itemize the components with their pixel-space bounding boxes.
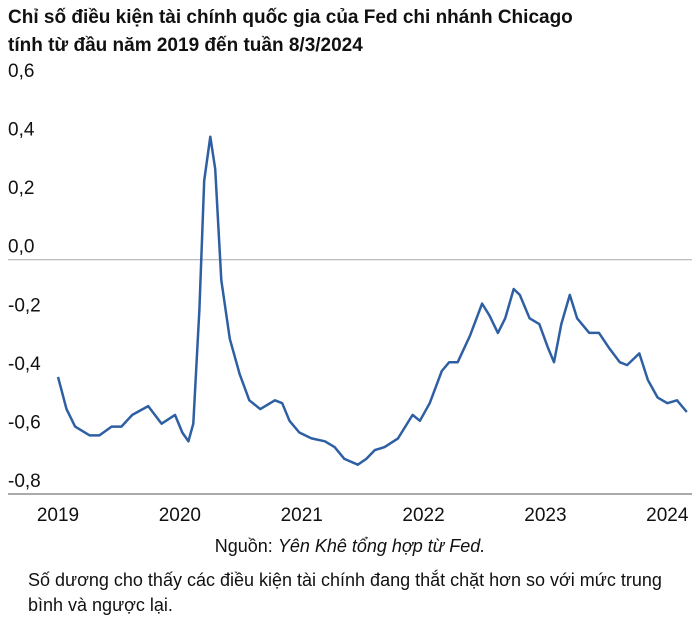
chart: Chỉ số điều kiện tài chính quốc gia của … [8,7,692,526]
source: Nguồn: Yên Khê tổng hợp từ Fed. [0,536,700,557]
x-tick-label: 2019 [37,505,79,526]
data-line [56,135,688,466]
chart-title: Chỉ số điều kiện tài chính quốc gia của … [8,7,573,28]
x-tick-label: 2024 [646,505,689,526]
x-tick-label: 2022 [402,505,444,526]
y-tick-label: -0,2 [8,295,41,316]
note: Số dương cho thấy các điều kiện tài chín… [28,570,662,615]
source-label: Nguồn: [214,536,273,556]
x-tick-label: 2020 [159,505,201,526]
y-tick-label: -0,6 [8,412,41,433]
x-tick-label: 2021 [281,505,323,526]
y-tick-label: -0,4 [8,354,41,375]
y-tick-label: 0,2 [8,178,34,199]
x-tick-label: 2023 [524,505,566,526]
y-tick-label: 0,0 [8,237,34,258]
y-tick-label: 0,6 [8,61,34,82]
source-text: Yên Khê tổng hợp từ Fed. [277,536,486,556]
chart-title: tính từ đầu năm 2019 đến tuần 8/3/2024 [8,35,363,56]
y-tick-label: 0,4 [8,120,35,141]
y-tick-label: -0,8 [8,471,41,492]
